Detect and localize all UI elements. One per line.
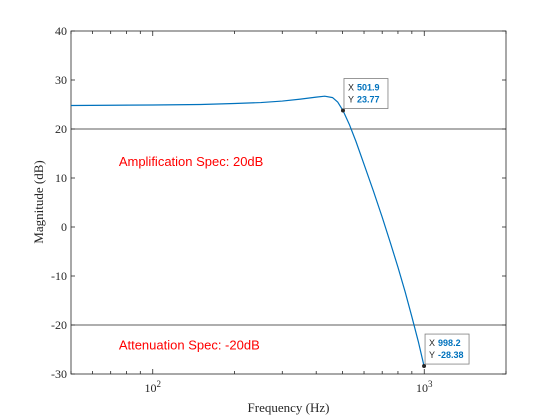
x-tick-label: 103 [416,379,433,395]
datatip-x-key: X [348,83,354,93]
y-tick-label: 40 [55,24,67,38]
y-tick-label: -10 [51,269,67,283]
y-tick-label: 0 [61,220,67,234]
datatips[interactable]: X 501.9Y 23.77X 998.2Y -28.38 [340,78,470,369]
datatip-y-value: 23.77 [357,95,380,105]
y-tick-label: 10 [55,171,67,185]
plot-area [70,30,507,375]
datatip-y-value: -28.38 [438,350,464,360]
y-tick-label: 30 [55,73,67,87]
datatip-marker [340,108,345,113]
datatip-box [343,78,389,109]
datatip-marker [422,364,427,369]
series-group [70,95,425,367]
annotations: Amplification Spec: 20dB Attenuation Spec… [119,154,264,353]
x-axis-title: Frequency (Hz) [248,400,330,415]
datatip-x-value: 501.9 [357,83,380,93]
spec-annotation: Attenuation Spec: -20dB [119,338,260,353]
x-axis-ticks: 102 103 [70,31,507,395]
magnitude-line [70,95,425,367]
datatip-x-value: 998.2 [438,338,461,348]
datatip-x-key: X [429,338,435,348]
datatip-y-key: Y [348,95,354,105]
datatip-y-key: Y [429,350,435,360]
spec-lines [71,128,506,326]
y-axis-title: Magnitude (dB) [31,160,46,243]
y-tick-label: 20 [55,122,67,136]
y-tick-label: -30 [51,367,67,381]
x-tick-label: 102 [144,379,161,395]
y-tick-label: -20 [51,318,67,332]
datatip-box [424,333,470,365]
spec-annotation: Amplification Spec: 20dB [119,154,264,169]
y-axis-ticks: -30 -20 -10 0 10 20 30 40 [51,24,506,381]
